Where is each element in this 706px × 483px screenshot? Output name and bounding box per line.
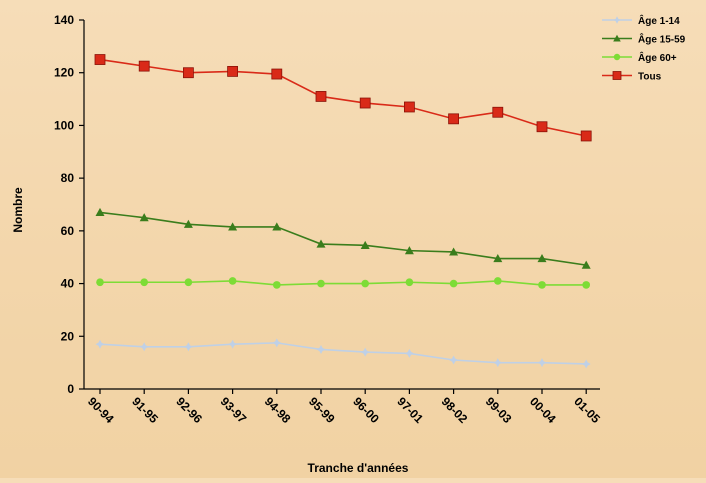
series-1 <box>95 207 591 269</box>
series-2 <box>96 277 591 289</box>
data-point <box>404 348 414 358</box>
x-tick-label: 94-98 <box>262 394 294 426</box>
legend: Âge 1-14 Âge 15-59 Âge 60+ Tous <box>602 14 686 83</box>
data-point <box>272 222 282 231</box>
series-layer <box>94 54 592 369</box>
data-point <box>317 279 325 288</box>
data-point <box>448 113 460 125</box>
legend-item: Âge 1-14 <box>602 14 680 27</box>
series-line <box>99 211 587 266</box>
x-tick-label: 92-96 <box>173 394 205 426</box>
data-point <box>228 277 237 285</box>
data-point <box>449 355 459 365</box>
data-point <box>537 358 547 368</box>
series-line <box>99 342 587 365</box>
data-point <box>228 222 238 231</box>
x-tick-label: 91-95 <box>129 394 161 426</box>
data-point <box>581 359 591 369</box>
data-point <box>272 338 282 348</box>
data-point <box>316 345 326 354</box>
legend-label: Tous <box>638 72 662 83</box>
data-point <box>139 213 149 222</box>
y-tick-label: 100 <box>54 118 74 132</box>
data-point <box>139 342 149 352</box>
data-point <box>449 247 459 256</box>
data-point <box>227 65 239 77</box>
data-point <box>536 121 548 133</box>
data-point <box>95 207 105 217</box>
x-tick-label: 01-05 <box>571 394 603 426</box>
y-axis: 0 20 40 60 80 100 120 140 <box>54 13 85 396</box>
x-axis: 90-94 91-95 92-96 93-97 94-98 95-99 96-00 97-01… <box>84 388 603 426</box>
y-tick-label: 80 <box>61 171 75 185</box>
legend-marker <box>613 16 621 24</box>
data-point <box>184 278 193 287</box>
data-point <box>315 91 327 102</box>
series-line <box>99 58 587 137</box>
data-point <box>403 101 415 113</box>
legend-label: Âge 60+ <box>638 51 677 64</box>
series-line <box>100 280 587 286</box>
x-axis-label: Tranche d'années <box>308 461 409 475</box>
y-axis-label: Nombre <box>11 187 25 233</box>
data-point <box>360 240 370 249</box>
legend-label: Âge 1-14 <box>638 14 680 27</box>
data-point <box>404 246 414 255</box>
data-point <box>493 254 503 263</box>
legend-item: Âge 15-59 <box>602 33 686 46</box>
data-point <box>582 281 591 289</box>
x-tick-label: 90-94 <box>85 394 117 426</box>
data-point <box>449 279 458 288</box>
legend-item: Âge 60+ <box>602 51 677 64</box>
data-point <box>94 54 106 65</box>
data-point <box>95 339 105 349</box>
legend-marker <box>612 71 622 80</box>
data-point <box>405 278 414 287</box>
data-point <box>538 281 546 289</box>
data-point <box>182 67 194 79</box>
x-tick-label: 99-03 <box>483 394 515 426</box>
y-tick-label: 20 <box>61 329 75 343</box>
series-0 <box>95 338 591 369</box>
data-point <box>359 97 371 109</box>
data-point <box>140 278 149 287</box>
data-point <box>492 106 504 118</box>
x-tick-label: 00-04 <box>527 394 559 426</box>
x-tick-label: 95-99 <box>306 394 338 426</box>
y-tick-label: 40 <box>61 277 75 291</box>
legend-label: Âge 15-59 <box>638 33 686 46</box>
y-tick-label: 60 <box>61 224 75 238</box>
legend-marker <box>613 53 621 61</box>
series-3 <box>94 54 592 142</box>
y-tick-label: 140 <box>54 13 74 27</box>
legend-item: Tous <box>602 71 662 83</box>
data-point <box>537 254 547 263</box>
y-tick-label: 120 <box>54 66 74 80</box>
data-point <box>183 219 193 228</box>
data-point <box>183 342 193 352</box>
data-point <box>138 60 150 72</box>
x-tick-label: 93-97 <box>218 394 250 426</box>
data-point <box>581 260 591 269</box>
x-tick-label: 98-02 <box>439 394 471 426</box>
legend-marker <box>613 34 621 42</box>
x-tick-label: 97-01 <box>394 394 426 426</box>
data-point <box>228 339 238 349</box>
y-tick-label: 0 <box>67 382 74 396</box>
data-point <box>360 347 370 357</box>
data-point <box>580 130 592 142</box>
data-point <box>272 281 281 289</box>
data-point <box>96 278 104 287</box>
data-point <box>493 277 502 285</box>
x-tick-label: 96-00 <box>350 394 382 426</box>
data-point <box>361 279 370 288</box>
data-point <box>493 358 503 368</box>
data-point <box>316 239 326 248</box>
data-point <box>271 68 283 80</box>
